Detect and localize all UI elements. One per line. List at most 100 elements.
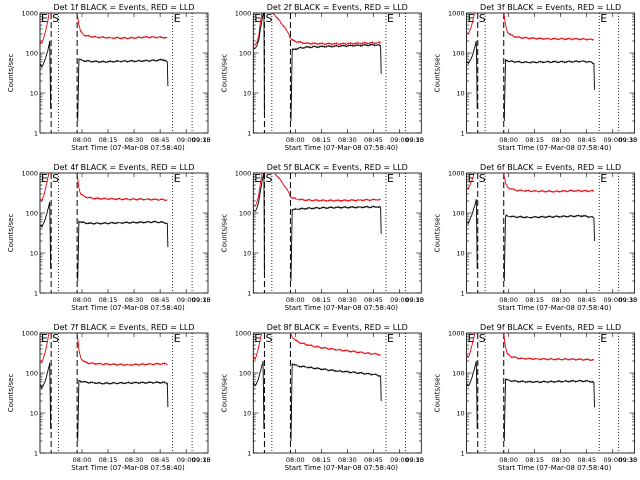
- x-tick-label: 08:45: [577, 136, 596, 144]
- x-tick-label: 09:15: [192, 296, 211, 304]
- y-axis-label: Counts/sec: [7, 214, 15, 253]
- x-tick-label: 09:30: [619, 456, 638, 464]
- panel-title: Det 8f BLACK = Events, RED = LLD: [267, 323, 408, 332]
- series-line-events: [466, 360, 478, 429]
- x-tick-label: 08:30: [125, 456, 144, 464]
- axes-frame: [39, 172, 209, 294]
- time-marker-label: E: [254, 172, 261, 185]
- y-tick-label: 1: [247, 130, 251, 138]
- x-tick-label: 09:30: [405, 296, 424, 304]
- x-tick-label: 09:30: [192, 296, 211, 304]
- panel-title: Det 6f BLACK = Events, RED = LLD: [480, 163, 621, 172]
- x-tick-label: 08:45: [364, 296, 383, 304]
- x-tick-label: 09:00: [177, 456, 196, 464]
- y-tick-label: 1000: [448, 10, 465, 18]
- x-axis-label: Start Time (07-Mar-08 07:58:40): [71, 464, 185, 472]
- x-tick-label: 08:30: [551, 136, 570, 144]
- series-line-lld: [40, 13, 50, 45]
- series-line-lld: [40, 333, 50, 364]
- y-tick-label: 1000: [235, 10, 252, 18]
- time-marker-label: E: [468, 172, 475, 185]
- x-tick-label: 08:45: [577, 456, 596, 464]
- x-tick-label: 08:00: [73, 456, 92, 464]
- time-marker-label: E: [468, 332, 475, 345]
- x-tick-label: 08:15: [99, 136, 118, 144]
- x-tick-label: 09:00: [603, 456, 622, 464]
- x-tick-label: 08:30: [338, 136, 357, 144]
- x-tick-label: 09:30: [405, 136, 424, 144]
- x-tick-label: 09:00: [390, 296, 409, 304]
- y-axis-label: Counts/sec: [434, 54, 442, 93]
- panel-title: Det 5f BLACK = Events, RED = LLD: [267, 163, 408, 172]
- x-tick-label: 08:30: [338, 456, 357, 464]
- panel-det-6: Det 6f BLACK = Events, RED = LLD 1 10 100 10…: [434, 163, 638, 312]
- series-line-events: [290, 43, 382, 122]
- x-tick-label: 09:15: [619, 296, 638, 304]
- series-line-events: [40, 362, 52, 429]
- axes-frame: [466, 332, 636, 454]
- y-tick-label: 1000: [448, 330, 465, 338]
- panel-title: Det 3f BLACK = Events, RED = LLD: [480, 3, 621, 12]
- time-marker-label: E: [174, 332, 181, 345]
- x-tick-label: 09:30: [619, 136, 638, 144]
- x-tick-label: 08:00: [286, 136, 305, 144]
- y-tick-label: 1: [460, 450, 464, 458]
- y-axis-label: Counts/sec: [220, 374, 228, 413]
- series-line-lld: [253, 13, 263, 46]
- y-tick-label: 1000: [21, 170, 38, 178]
- series-line-events: [503, 214, 595, 282]
- y-tick-label: 100: [452, 210, 464, 218]
- x-tick-label: 08:30: [551, 456, 570, 464]
- x-tick-label: 08:30: [125, 136, 144, 144]
- y-tick-label: 1: [460, 130, 464, 138]
- time-marker-label: S: [265, 172, 272, 185]
- x-tick-label: 08:00: [499, 296, 518, 304]
- x-axis-label: Start Time (07-Mar-08 07:58:40): [71, 304, 185, 312]
- series-line-lld: [253, 333, 262, 361]
- y-tick-label: 1000: [21, 330, 38, 338]
- time-marker-label: E: [600, 332, 607, 345]
- time-marker-label: E: [254, 332, 261, 345]
- series-line-lld: [466, 173, 475, 190]
- x-tick-label: 08:30: [551, 296, 570, 304]
- x-tick-label: 09:15: [192, 136, 211, 144]
- time-marker-label: E: [41, 172, 48, 185]
- time-marker-label: E: [174, 172, 181, 185]
- x-tick-label: 09:30: [192, 136, 211, 144]
- panel-det-1: Det 1f BLACK = Events, RED = LLD 1 10 100 10…: [7, 3, 211, 152]
- x-tick-label: 08:15: [312, 136, 331, 144]
- y-tick-label: 10: [30, 410, 38, 418]
- series-line-events: [77, 58, 169, 122]
- y-tick-label: 100: [26, 50, 38, 58]
- x-tick-label: 08:45: [364, 456, 383, 464]
- x-tick-label: 08:00: [73, 296, 92, 304]
- series-line-events: [466, 199, 478, 269]
- x-tick-label: 09:15: [619, 456, 638, 464]
- x-tick-label: 08:00: [286, 296, 305, 304]
- x-tick-label: 08:45: [151, 296, 170, 304]
- series-line-lld: [466, 13, 475, 35]
- x-tick-label: 09:00: [603, 296, 622, 304]
- time-marker-label: S: [52, 332, 59, 345]
- y-tick-label: 1000: [235, 330, 252, 338]
- panel-det-5: Det 5f BLACK = Events, RED = LLD 1 10 100 10…: [220, 163, 424, 312]
- y-tick-label: 100: [452, 370, 464, 378]
- x-axis-label: Start Time (07-Mar-08 07:58:40): [498, 304, 612, 312]
- x-tick-label: 09:00: [603, 136, 622, 144]
- x-axis-label: Start Time (07-Mar-08 07:58:40): [285, 144, 399, 152]
- series-line-events: [290, 363, 382, 442]
- x-tick-label: 09:15: [405, 296, 424, 304]
- x-tick-label: 09:00: [177, 136, 196, 144]
- y-axis-label: Counts/sec: [7, 374, 15, 413]
- y-tick-label: 10: [456, 90, 464, 98]
- y-axis-label: Counts/sec: [220, 54, 228, 93]
- time-marker-label: E: [41, 12, 48, 25]
- series-line-events: [77, 379, 169, 442]
- x-tick-label: 08:45: [151, 456, 170, 464]
- x-tick-label: 08:15: [525, 136, 544, 144]
- x-tick-label: 08:15: [312, 296, 331, 304]
- x-tick-label: 09:15: [405, 456, 424, 464]
- x-tick-label: 08:30: [338, 296, 357, 304]
- time-marker-label: E: [41, 332, 48, 345]
